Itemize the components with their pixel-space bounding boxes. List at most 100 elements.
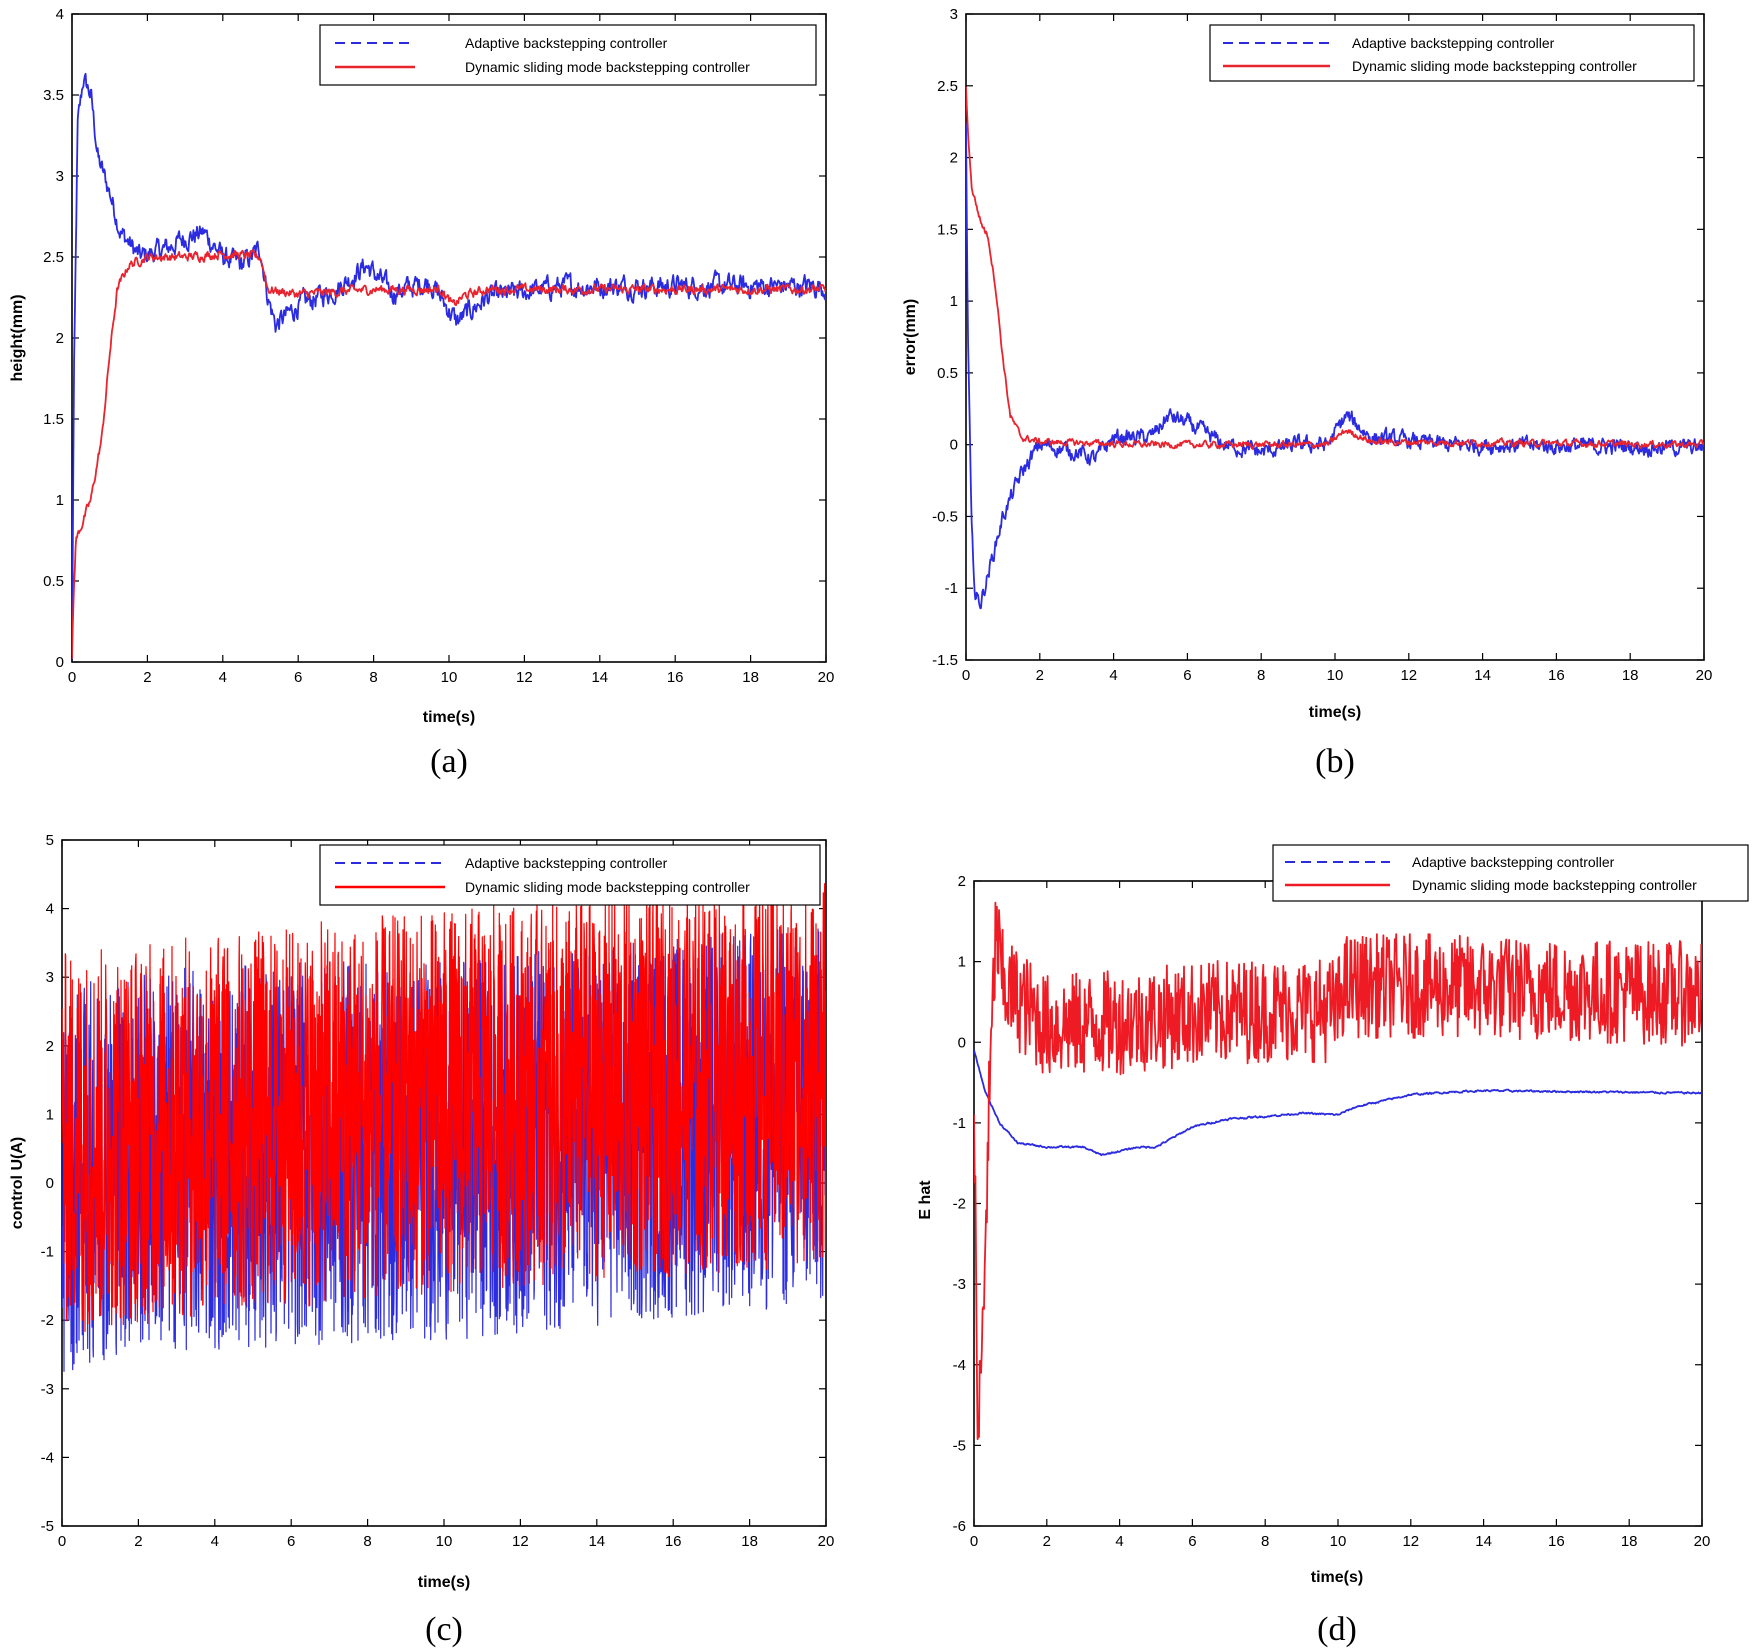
y-tick-label: 2 xyxy=(56,330,64,347)
y-tick-label: -2 xyxy=(41,1312,54,1329)
x-tick-label: 20 xyxy=(1696,667,1713,684)
y-tick-label: 1 xyxy=(56,492,64,509)
legend-label-dsm: Dynamic sliding mode backstepping contro… xyxy=(465,59,750,75)
x-tick-label: 6 xyxy=(1183,667,1191,684)
axis-ticks: 0 2 4 6 8 10 12 14 16 18 20 -1.5 -1 -0.5 0 0.5 1 1.5 2 2.5 3 xyxy=(932,6,1712,684)
y-tick-label: 0 xyxy=(56,654,64,671)
x-tick-label: 18 xyxy=(1621,1533,1638,1550)
legend-label-adaptive: Adaptive backstepping controller xyxy=(465,35,668,51)
series-lines xyxy=(966,86,1704,610)
y-tick-label: 5 xyxy=(46,832,54,849)
x-tick-label: 6 xyxy=(294,669,302,686)
x-tick-label: 6 xyxy=(1188,1533,1196,1550)
legend-label-dsm: Dynamic sliding mode backstepping contro… xyxy=(1352,58,1637,74)
legend-label-dsm: Dynamic sliding mode backstepping contro… xyxy=(465,879,750,895)
x-tick-label: 12 xyxy=(516,669,533,686)
legend: Adaptive backstepping controller Dynamic… xyxy=(319,844,821,906)
y-tick-label: -1 xyxy=(953,1115,966,1132)
x-tick-label: 2 xyxy=(134,1533,142,1550)
y-tick-label: 0 xyxy=(950,437,958,454)
axis-ticks: 0 2 4 6 8 10 12 14 16 18 20 0 0.5 1 1.5 2 2.5 3 3.5 4 xyxy=(43,6,834,686)
y-tick-label: -2 xyxy=(953,1196,966,1213)
x-axis-label: time(s) xyxy=(418,1574,470,1591)
adaptive-backstepping-line xyxy=(966,123,1704,610)
plot-frame xyxy=(965,13,1705,661)
y-tick-label: -3 xyxy=(953,1276,966,1293)
series-lines xyxy=(72,72,826,660)
y-tick-label: 4 xyxy=(56,6,64,23)
x-tick-label: 18 xyxy=(1622,667,1639,684)
x-tick-label: 0 xyxy=(962,667,970,684)
y-tick-label: -4 xyxy=(41,1449,54,1466)
y-tick-label: 3.5 xyxy=(43,87,64,104)
x-tick-label: 8 xyxy=(369,669,377,686)
x-tick-label: 12 xyxy=(1402,1533,1419,1550)
x-tick-label: 16 xyxy=(667,669,684,686)
y-tick-label: -5 xyxy=(953,1437,966,1454)
x-tick-label: 0 xyxy=(68,669,76,686)
legend: Adaptive backstepping controller Dynamic… xyxy=(1272,844,1749,902)
y-axis-label: E hat xyxy=(917,1180,934,1220)
y-tick-label: 0.5 xyxy=(43,573,64,590)
x-tick-label: 12 xyxy=(1400,667,1417,684)
legend-label-adaptive: Adaptive backstepping controller xyxy=(1412,854,1615,870)
legend-box xyxy=(319,24,817,86)
x-tick-label: 14 xyxy=(1474,667,1491,684)
x-axis-label: time(s) xyxy=(423,709,475,726)
y-axis-label: height(mm) xyxy=(9,294,26,381)
x-tick-label: 20 xyxy=(818,669,835,686)
x-tick-label: 8 xyxy=(1261,1533,1269,1550)
x-tick-label: 8 xyxy=(1257,667,1265,684)
y-tick-label: -1.5 xyxy=(932,652,958,669)
y-tick-label: 1 xyxy=(46,1106,54,1123)
y-tick-label: 3 xyxy=(950,6,958,23)
x-tick-label: 14 xyxy=(1475,1533,1492,1550)
dynamic-sliding-mode-line xyxy=(72,249,826,659)
x-tick-label: 0 xyxy=(970,1533,978,1550)
dynamic-sliding-mode-line xyxy=(62,883,826,1332)
x-axis-label: time(s) xyxy=(1311,1569,1363,1586)
adaptive-backstepping-line xyxy=(974,1049,1702,1157)
y-tick-label: 0.5 xyxy=(937,365,958,382)
legend-label-adaptive: Adaptive backstepping controller xyxy=(1352,35,1555,51)
x-tick-label: 10 xyxy=(1327,667,1344,684)
y-tick-label: -4 xyxy=(953,1357,966,1374)
legend-box xyxy=(319,844,821,906)
x-tick-label: 8 xyxy=(363,1533,371,1550)
y-axis-label: error(mm) xyxy=(902,299,919,375)
legend-label-dsm: Dynamic sliding mode backstepping contro… xyxy=(1412,877,1697,893)
dynamic-sliding-mode-line xyxy=(974,901,1702,1441)
y-tick-label: 1.5 xyxy=(43,411,64,428)
y-tick-label: 3 xyxy=(46,969,54,986)
x-tick-label: 18 xyxy=(742,669,759,686)
y-tick-label: -0.5 xyxy=(932,508,958,525)
y-tick-label: 2 xyxy=(950,150,958,167)
y-tick-label: 2.5 xyxy=(43,249,64,266)
plot-frame xyxy=(71,13,827,663)
x-tick-label: 16 xyxy=(1548,1533,1565,1550)
x-tick-label: 20 xyxy=(1694,1533,1711,1550)
y-tick-label: 0 xyxy=(46,1175,54,1192)
x-tick-label: 0 xyxy=(58,1533,66,1550)
legend: Adaptive backstepping controller Dynamic… xyxy=(1209,24,1695,82)
x-tick-label: 4 xyxy=(211,1533,219,1550)
series-lines xyxy=(974,901,1702,1441)
x-tick-label: 16 xyxy=(665,1533,682,1550)
y-tick-label: 1 xyxy=(950,293,958,310)
adaptive-backstepping-line xyxy=(72,72,826,660)
legend-label-adaptive: Adaptive backstepping controller xyxy=(465,855,668,871)
y-tick-label: 3 xyxy=(56,168,64,185)
panel-caption: (d) xyxy=(1317,1611,1357,1648)
panel-a: 0 2 4 6 8 10 12 14 16 18 20 0 0.5 1 1.5 2 2.5 3 3.5 4 Adapt… xyxy=(9,6,834,780)
y-tick-label: 1 xyxy=(958,954,966,971)
x-tick-label: 2 xyxy=(1043,1533,1051,1550)
legend: Adaptive backstepping controller Dynamic… xyxy=(319,24,817,86)
y-tick-label: -5 xyxy=(41,1518,54,1535)
x-tick-label: 4 xyxy=(219,669,227,686)
x-tick-label: 10 xyxy=(436,1533,453,1550)
y-tick-label: -3 xyxy=(41,1381,54,1398)
x-tick-label: 6 xyxy=(287,1533,295,1550)
legend-box xyxy=(1209,24,1695,82)
